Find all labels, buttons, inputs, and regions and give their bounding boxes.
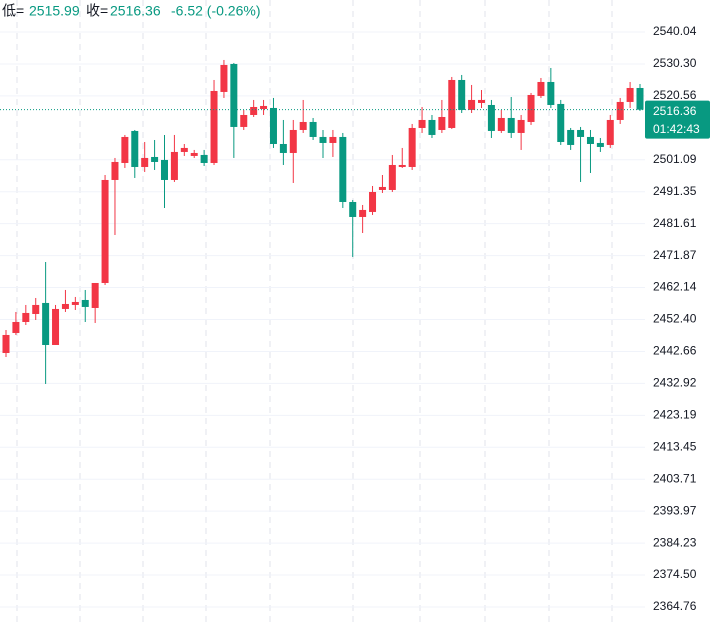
candle-body	[567, 129, 575, 145]
y-tick-label: 2423.19	[653, 407, 697, 421]
y-tick-label: 2432.92	[653, 376, 697, 390]
candle-body	[458, 79, 466, 110]
candle-body	[269, 107, 277, 144]
candles	[2, 59, 644, 384]
candle-body	[329, 136, 337, 143]
candle-body	[32, 304, 40, 314]
candle-body	[557, 103, 565, 142]
candle-body	[497, 117, 505, 131]
price-badge-countdown: 01:42:43	[653, 122, 700, 136]
candle-body	[309, 121, 317, 137]
candle-body	[121, 136, 129, 163]
candle-body	[230, 63, 238, 127]
candle-body	[2, 334, 10, 353]
candle-body	[339, 136, 347, 202]
candle-body	[398, 164, 406, 167]
candle-body	[42, 302, 50, 345]
candle-body	[240, 114, 248, 127]
y-tick-label: 2462.14	[653, 280, 697, 294]
candle-body	[180, 147, 188, 152]
y-tick-label: 2374.50	[653, 567, 697, 581]
candle-body	[507, 117, 515, 133]
y-tick-label: 2452.40	[653, 312, 697, 326]
price-badge-value: 2516.36	[653, 104, 697, 118]
candle-body	[448, 79, 456, 128]
header-change: -6.52 (-0.26%)	[171, 3, 260, 19]
candle-body	[250, 106, 258, 115]
candle-body	[616, 101, 624, 120]
candle-body	[408, 127, 416, 167]
candle-body	[131, 130, 139, 167]
candle-body	[369, 191, 377, 212]
y-tick-label: 2540.04	[653, 24, 697, 38]
candle-body	[101, 179, 109, 283]
candle-body	[111, 161, 119, 180]
candle-body	[170, 151, 178, 180]
candle-body	[547, 81, 555, 105]
header-low: 2515.99	[29, 3, 80, 19]
candle-body	[487, 104, 495, 131]
y-tick-label: 2384.23	[653, 535, 697, 549]
candle-body	[319, 136, 327, 143]
candle-body	[22, 312, 30, 322]
candle-body	[478, 99, 485, 103]
candle-body	[61, 303, 69, 309]
candle-body	[468, 99, 476, 110]
candle-body	[299, 121, 307, 130]
y-tick-label: 2413.45	[653, 439, 697, 453]
candle-body	[418, 119, 426, 128]
candle-body	[260, 105, 268, 109]
candle-body	[626, 87, 634, 102]
candle-body	[537, 81, 545, 96]
y-tick-label: 2393.97	[653, 503, 697, 517]
candle-body	[200, 154, 208, 163]
candle-body	[428, 119, 436, 135]
candle-body	[378, 186, 386, 190]
candle-body	[161, 159, 168, 180]
candle-body	[517, 119, 525, 133]
candle-body	[91, 282, 99, 308]
candle-body	[220, 64, 228, 92]
candle-body	[279, 143, 287, 153]
header-close: 2516.36	[110, 3, 161, 19]
y-tick-label: 2520.56	[653, 88, 697, 102]
candle-body	[52, 308, 60, 345]
candle-body	[190, 152, 198, 156]
price-axis: 2540.04 2530.30 2520.56 2501.09 2491.35 2481.…	[653, 24, 697, 613]
candle-body	[388, 164, 396, 190]
y-tick-label: 2501.09	[653, 152, 697, 166]
candle-body	[586, 136, 594, 144]
candle-body	[151, 156, 159, 162]
candle-body	[636, 87, 644, 110]
y-tick-label: 2491.35	[653, 184, 697, 198]
candle-body	[289, 129, 297, 153]
y-tick-label: 2481.61	[653, 216, 697, 230]
y-tick-label: 2471.87	[653, 248, 697, 262]
y-tick-label: 2403.71	[653, 471, 697, 485]
header-close-label: 收=	[86, 3, 108, 19]
candle-body	[438, 116, 446, 130]
candle-body	[527, 94, 535, 122]
candle-body	[349, 201, 357, 217]
y-tick-label: 2364.76	[653, 599, 697, 613]
grid	[0, 31, 645, 608]
price-badge	[645, 100, 710, 139]
candle-body	[577, 129, 585, 137]
candle-body	[12, 321, 20, 333]
vertical-grid	[16, 0, 613, 626]
candle-body	[359, 209, 367, 217]
candle-body	[606, 119, 614, 145]
y-tick-label: 2442.66	[653, 344, 697, 358]
candle-body	[71, 301, 79, 305]
header-low-label: 低=	[2, 3, 24, 19]
y-tick-label: 2530.30	[653, 56, 697, 70]
candle-body	[141, 157, 149, 167]
candle-body	[81, 299, 89, 307]
candle-body	[210, 90, 218, 163]
candle-body	[596, 142, 604, 147]
